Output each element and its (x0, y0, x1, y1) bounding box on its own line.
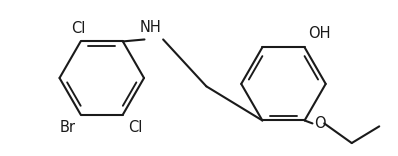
Text: Cl: Cl (128, 120, 142, 135)
Text: NH: NH (140, 20, 161, 34)
Text: Cl: Cl (72, 21, 86, 36)
Text: OH: OH (308, 26, 331, 41)
Text: Br: Br (60, 120, 76, 135)
Text: O: O (314, 116, 326, 131)
